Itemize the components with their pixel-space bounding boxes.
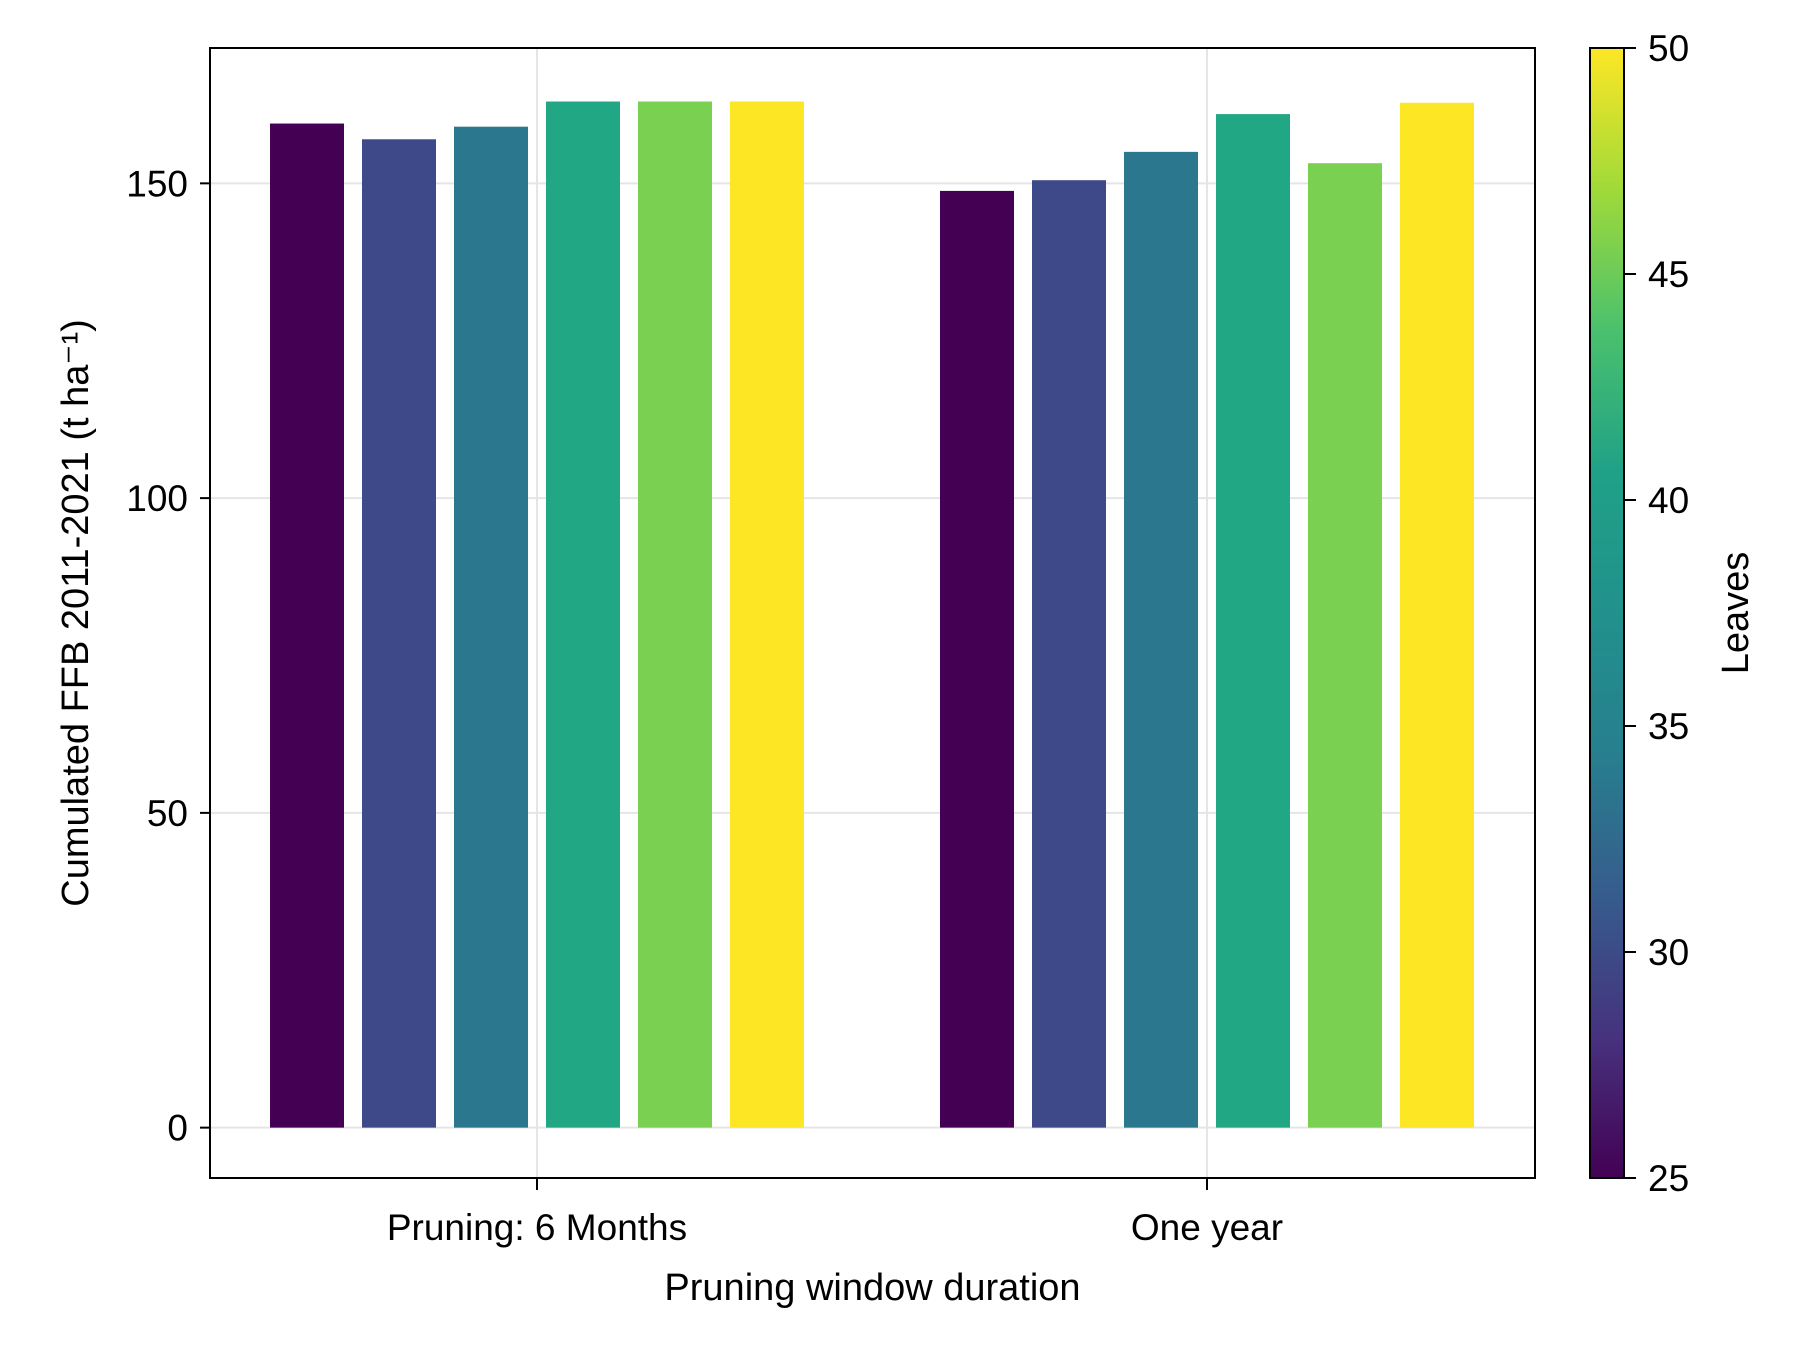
bar xyxy=(1400,102,1474,1128)
bar xyxy=(270,123,344,1128)
x-tick-label: One year xyxy=(1131,1207,1283,1248)
axis-ticks: 0 50 100 150 Pruning: 6 Months One year xyxy=(126,163,1283,1248)
bar xyxy=(362,139,436,1128)
bar xyxy=(454,126,528,1128)
y-tick-label: 150 xyxy=(126,163,188,204)
colorbar-tick-label: 50 xyxy=(1648,28,1689,69)
y-axis-label: Cumulated FFB 2011-2021 (t ha⁻¹) xyxy=(55,319,97,907)
colorbar xyxy=(1589,47,1625,1179)
x-axis-label: Pruning window duration xyxy=(664,1267,1080,1309)
bar xyxy=(730,101,804,1128)
bars xyxy=(270,101,1474,1128)
bar xyxy=(1216,114,1290,1128)
colorbar-ticks: 25 30 35 40 45 50 xyxy=(1624,28,1689,1199)
x-tick-label: Pruning: 6 Months xyxy=(387,1207,687,1248)
bar xyxy=(638,101,712,1128)
colorbar-label: Leaves xyxy=(1715,552,1757,675)
bar xyxy=(1308,163,1382,1128)
colorbar-tick-label: 25 xyxy=(1648,1158,1689,1199)
colorbar-tick-label: 35 xyxy=(1648,706,1689,747)
bar xyxy=(1032,180,1106,1128)
colorbar-tick-label: 30 xyxy=(1648,932,1689,973)
plot-frame xyxy=(209,47,1536,1179)
bar xyxy=(940,190,1014,1128)
bar xyxy=(546,101,620,1128)
y-tick-label: 0 xyxy=(167,1108,188,1149)
colorbar-tick-label: 40 xyxy=(1648,480,1689,521)
colorbar-tick-label: 45 xyxy=(1648,254,1689,295)
y-tick-label: 50 xyxy=(147,793,188,834)
y-tick-label: 100 xyxy=(126,478,188,519)
bar xyxy=(1124,151,1198,1128)
